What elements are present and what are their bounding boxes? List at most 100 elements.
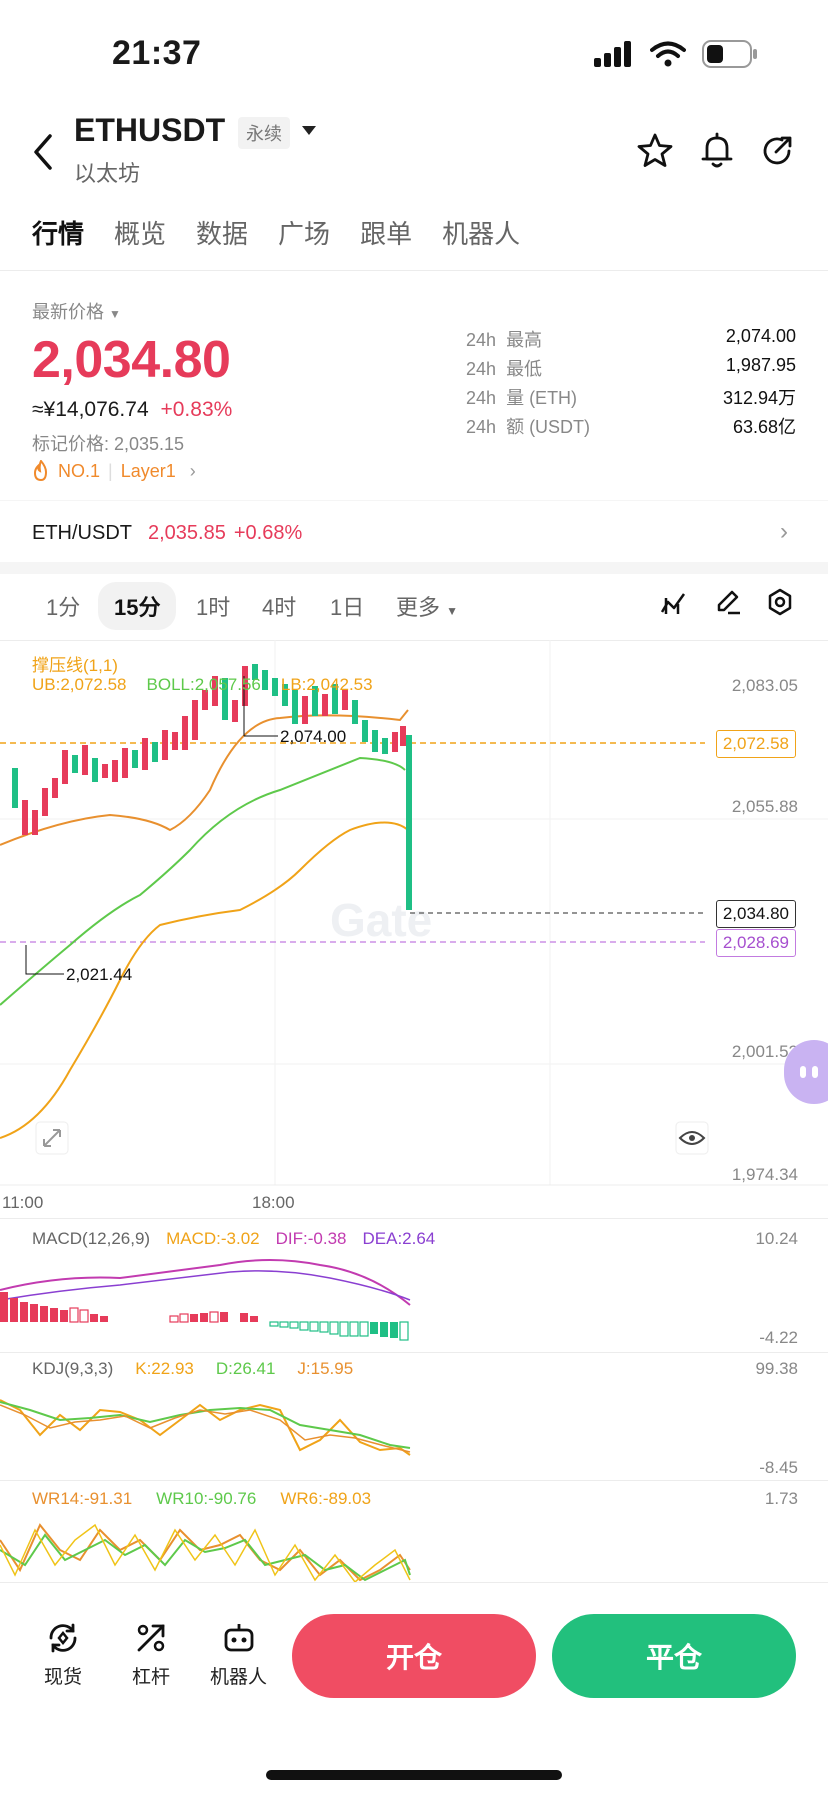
tab-bot[interactable]: 机器人: [442, 219, 521, 249]
axis-label-4: 1,974.34: [731, 1165, 798, 1184]
low-price-tag: 2,028.69: [715, 929, 796, 957]
rank-label: NO.1: [58, 460, 101, 481]
wr-chart: [0, 1523, 411, 1582]
wr10: WR10:-90.76: [156, 1489, 257, 1508]
x-label-1100: 11:00: [2, 1193, 44, 1212]
axis-label-2: 2,055.88: [731, 797, 798, 816]
layer-tag: Layer1: [120, 460, 176, 481]
wr-max: 1.73: [764, 1489, 798, 1508]
spot-chevron-icon[interactable]: ›: [780, 518, 788, 545]
pair-dropdown-icon[interactable]: [302, 126, 316, 135]
mark-price: 标记价格: 2,035.15: [32, 434, 185, 454]
main-tabs: 行情 概览 数据 广场 跟单 机器人: [32, 214, 520, 251]
tab-square[interactable]: 广场: [278, 219, 331, 249]
kdj-min: -8.45: [759, 1458, 798, 1477]
tf-15m[interactable]: 15分: [98, 582, 177, 630]
pair-subtitle: 以太坊: [74, 161, 141, 186]
dif-value: DIF:-0.38: [275, 1229, 347, 1248]
eye-icon[interactable]: [678, 1131, 706, 1145]
watermark: Gate: [330, 894, 432, 946]
macd-labels: MACD(12,26,9) MACD:-3.02 DIF:-0.38 DEA:2…: [32, 1229, 435, 1249]
high-marker-label: 2,074.00: [280, 727, 346, 746]
kline-chart[interactable]: Gate: [0, 640, 828, 1220]
macd-divider: [0, 1352, 828, 1353]
boll-lb: LB:2,042.53: [280, 675, 373, 694]
tf-1d[interactable]: 1日: [330, 595, 365, 620]
battery-icon: [702, 40, 757, 68]
bell-icon[interactable]: [698, 132, 736, 170]
perpetual-badge: 永续: [238, 117, 290, 149]
last-price-label[interactable]: 最新价格 ▼: [32, 302, 121, 322]
kdj-k: K:22.93: [135, 1359, 194, 1378]
stat-volume: 24h 量 (ETH) 312.94万: [466, 388, 796, 408]
kdj-labels: KDJ(9,3,3) K:22.93 D:26.41 J:15.95: [32, 1359, 353, 1379]
fire-icon: [33, 460, 48, 482]
kdj-j: J:15.95: [297, 1359, 354, 1378]
macd-chart: [0, 1259, 411, 1341]
wr14: WR14:-91.31: [32, 1489, 133, 1508]
kdj-divider: [0, 1480, 828, 1481]
dea-value: DEA:2.64: [362, 1229, 436, 1248]
x-label-1800: 18:00: [252, 1193, 295, 1212]
chevron-right-icon: ›: [189, 460, 196, 481]
chart-top-divider: [0, 640, 828, 641]
tab-market[interactable]: 行情: [32, 219, 85, 249]
spot-pair: ETH/USDT: [32, 522, 132, 544]
boll-ub: UB:2,072.58: [32, 675, 127, 694]
candles: [12, 664, 412, 910]
open-position-button[interactable]: 开仓: [292, 1614, 536, 1698]
indicator-icon[interactable]: [660, 590, 688, 616]
last-price: 2,034.80: [32, 331, 231, 389]
draw-icon[interactable]: [714, 588, 742, 616]
expand-icon[interactable]: [43, 1129, 61, 1147]
sr-title: 撑压线(1,1): [32, 656, 118, 675]
price-cny-row: ≈¥14,076.74 +0.83%: [32, 398, 232, 422]
kdj-max: 99.38: [755, 1359, 798, 1378]
kdj-title: KDJ(9,3,3): [32, 1359, 114, 1378]
rank-row[interactable]: NO.1 | Layer1 ›: [32, 460, 196, 482]
price-change: +0.83%: [160, 398, 233, 421]
home-indicator: [266, 1770, 562, 1780]
tf-4h[interactable]: 4时: [262, 595, 297, 620]
status-icons: [594, 40, 758, 68]
stat-turnover: 24h 额 (USDT) 63.68亿: [466, 417, 796, 437]
tf-1m[interactable]: 1分: [46, 595, 81, 620]
close-position-button[interactable]: 平仓: [552, 1614, 796, 1698]
boll-mid: BOLL:2,057.56: [146, 675, 261, 694]
signal-icon: [594, 41, 631, 67]
tab-overview[interactable]: 概览: [114, 219, 167, 249]
bottom-bar-divider: [0, 1582, 828, 1583]
macd-title: MACD(12,26,9): [32, 1229, 151, 1248]
nav-bot[interactable]: 机器人: [210, 1620, 267, 1689]
macd-min: -4.22: [759, 1328, 798, 1347]
share-icon[interactable]: [758, 132, 796, 170]
tab-data[interactable]: 数据: [196, 219, 249, 249]
wifi-icon: [650, 41, 686, 67]
leverage-icon: [137, 1624, 165, 1652]
settings-icon[interactable]: [766, 588, 794, 616]
ub-price-tag: 2,072.58: [715, 730, 796, 758]
wr-labels: WR14:-91.31 WR10:-90.76 WR6:-89.03: [32, 1489, 371, 1509]
nav-leverage[interactable]: 杠杆: [132, 1620, 170, 1689]
chat-bubble-eye-left: [800, 1066, 806, 1078]
back-icon[interactable]: [28, 132, 58, 172]
tf-1h[interactable]: 1时: [196, 595, 231, 620]
spot-row[interactable]: ETH/USDT 2,035.85 +0.68%: [32, 522, 302, 545]
chat-bubble[interactable]: [784, 1040, 828, 1104]
low-marker-label: 2,021.44: [66, 965, 132, 984]
tf-more[interactable]: 更多 ▼: [396, 595, 459, 620]
kdj-chart: [0, 1399, 411, 1456]
tab-copy-trade[interactable]: 跟单: [360, 219, 413, 249]
status-time: 21:37: [112, 34, 202, 72]
robot-icon: [224, 1624, 253, 1652]
price-cny: ≈¥14,076.74: [32, 398, 149, 421]
section-gap: [0, 562, 828, 574]
pair-title[interactable]: ETHUSDT: [74, 112, 226, 148]
stat-low: 24h 最低 1,987.95: [466, 355, 796, 379]
nav-spot[interactable]: 现货: [44, 1620, 82, 1689]
wr6: WR6:-89.03: [280, 1489, 372, 1508]
macd-max: 10.24: [755, 1229, 798, 1248]
star-icon[interactable]: [636, 132, 674, 170]
chat-bubble-eye-right: [812, 1066, 818, 1078]
macd-value: MACD:-3.02: [166, 1229, 260, 1248]
